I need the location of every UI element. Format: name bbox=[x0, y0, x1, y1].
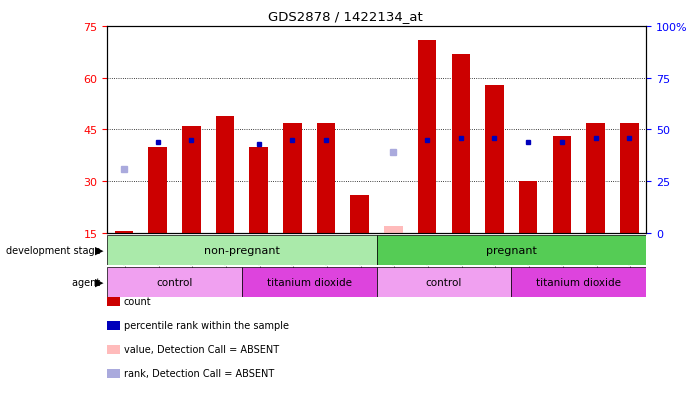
Bar bbox=[586, 123, 605, 233]
Bar bbox=[149, 147, 167, 233]
Bar bbox=[519, 182, 538, 233]
Bar bbox=[242, 267, 377, 297]
Bar bbox=[249, 147, 268, 233]
Text: value, Detection Call = ABSENT: value, Detection Call = ABSENT bbox=[124, 344, 278, 354]
Bar bbox=[107, 235, 377, 265]
Text: count: count bbox=[124, 297, 151, 306]
Text: ▶: ▶ bbox=[95, 245, 104, 255]
Bar bbox=[316, 123, 335, 233]
Bar bbox=[283, 123, 302, 233]
Text: titanium dioxide: titanium dioxide bbox=[536, 277, 621, 287]
Bar bbox=[384, 226, 403, 233]
Text: agent: agent bbox=[73, 277, 104, 287]
Bar bbox=[107, 267, 242, 297]
Bar bbox=[115, 232, 133, 233]
Bar bbox=[620, 123, 638, 233]
Text: rank, Detection Call = ABSENT: rank, Detection Call = ABSENT bbox=[124, 368, 274, 378]
Bar bbox=[553, 137, 571, 233]
Bar bbox=[182, 127, 200, 233]
Bar bbox=[377, 235, 646, 265]
Bar bbox=[418, 40, 437, 233]
Bar bbox=[216, 116, 234, 233]
Text: control: control bbox=[426, 277, 462, 287]
Text: ▶: ▶ bbox=[95, 277, 104, 287]
Text: titanium dioxide: titanium dioxide bbox=[267, 277, 352, 287]
Bar bbox=[350, 195, 369, 233]
Bar bbox=[511, 267, 646, 297]
Text: GDS2878 / 1422134_at: GDS2878 / 1422134_at bbox=[268, 10, 423, 23]
Bar bbox=[485, 85, 504, 233]
Text: pregnant: pregnant bbox=[486, 245, 537, 255]
Bar bbox=[451, 55, 470, 233]
Text: control: control bbox=[156, 277, 193, 287]
Text: development stage: development stage bbox=[6, 245, 104, 255]
Bar bbox=[377, 267, 511, 297]
Text: percentile rank within the sample: percentile rank within the sample bbox=[124, 320, 289, 330]
Text: non-pregnant: non-pregnant bbox=[204, 245, 280, 255]
